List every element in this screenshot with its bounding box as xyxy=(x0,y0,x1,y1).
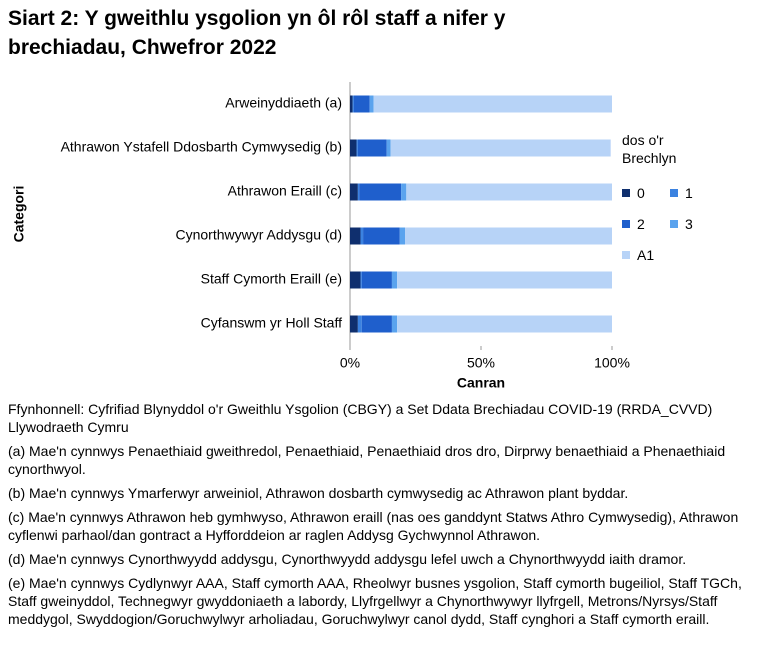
bar-segment xyxy=(369,95,374,113)
bar-segment xyxy=(397,315,612,333)
y-tick-label: Staff Cymorth Eraill (e) xyxy=(201,271,342,287)
footnote: (d) Mae'n cynnwys Cynorthwyydd addysgu, … xyxy=(8,551,687,567)
bar-segment xyxy=(359,183,402,201)
legend-item: 1 xyxy=(670,185,718,201)
legend-label: A1 xyxy=(637,246,655,263)
bar-segment xyxy=(391,271,398,289)
x-tick-label: 50% xyxy=(467,355,495,371)
y-axis-label: Categori xyxy=(11,186,27,243)
footnote: (a) Mae'n cynnwys Penaethiaid gweithredo… xyxy=(8,443,726,477)
bar-segment xyxy=(391,315,398,333)
y-tick-label: Arweinyddiaeth (a) xyxy=(225,95,342,111)
source-note: Ffynhonnell: Cyfrifiad Blynyddol o'r Gwe… xyxy=(8,401,713,435)
bar-segment xyxy=(360,271,362,289)
bar-segment xyxy=(350,183,358,201)
bar-segment xyxy=(356,139,358,157)
legend-item: 2 xyxy=(622,216,670,232)
bar-segment xyxy=(357,183,360,201)
x-axis-label: Canran xyxy=(457,375,505,391)
legend-label: 2 xyxy=(637,215,645,232)
bar-segment xyxy=(363,227,400,245)
legend-item: A1 xyxy=(622,247,670,263)
bar-segment xyxy=(352,95,354,113)
bar-segment xyxy=(350,271,361,289)
footnote: (e) Mae'n cynnwys Cydlynwyr AAA, Staff c… xyxy=(8,575,742,627)
legend-title: dos o'r Brechlyn xyxy=(622,132,677,166)
x-tick-label: 0% xyxy=(340,355,360,371)
footnote: (c) Mae'n cynnwys Athrawon heb gymhwyso,… xyxy=(8,509,739,543)
legend-item: 0 xyxy=(622,185,670,201)
legend: dos o'r Brechlyn 0 1 2 3 A1 xyxy=(622,131,732,270)
footnote: (b) Mae'n cynnwys Ymarferwyr arweiniol, … xyxy=(8,485,629,501)
legend-label: 3 xyxy=(685,215,693,232)
bar-segment xyxy=(390,139,611,157)
y-tick-label: Cyfanswm yr Holl Staff xyxy=(201,315,342,331)
y-tick-label: Cynorthwywyr Addysgu (d) xyxy=(175,227,342,243)
legend-item: 3 xyxy=(670,216,718,232)
bar-segment xyxy=(406,183,612,201)
legend-label: 1 xyxy=(685,184,693,201)
bar-segment xyxy=(350,139,357,157)
bar-segment xyxy=(405,227,612,245)
legend-swatch xyxy=(670,219,678,228)
chart-title: Siart 2: Y gweithlu ysgolion yn ôl rôl s… xyxy=(8,7,506,59)
legend-swatch xyxy=(622,188,630,197)
chart: 0% 50% 100% Arweinyddiaeth (a) Athrawon Ysta… xyxy=(11,82,630,391)
bar-segment xyxy=(373,95,612,113)
y-tick-label: Athrawon Ystafell Ddosbarth Cymwysedig (… xyxy=(61,139,342,155)
x-tick-label: 100% xyxy=(594,355,630,371)
legend-swatch xyxy=(670,188,678,197)
bar-segment xyxy=(350,315,358,333)
bar-segment xyxy=(360,227,364,245)
bar-segment xyxy=(386,139,391,157)
bar-segment xyxy=(357,139,387,157)
bar-segment xyxy=(350,227,361,245)
bar-segment xyxy=(401,183,407,201)
bar-segment xyxy=(361,271,392,289)
legend-label: 0 xyxy=(637,184,645,201)
legend-swatch xyxy=(622,250,630,259)
bar-segment xyxy=(399,227,406,245)
bar-segment xyxy=(397,271,612,289)
y-tick-label: Athrawon Eraill (c) xyxy=(228,183,342,199)
bar-segment xyxy=(353,95,370,113)
legend-row: A1 xyxy=(622,239,732,270)
bar-segment xyxy=(361,315,392,333)
bar-segment xyxy=(350,95,353,113)
bar-segment xyxy=(357,315,362,333)
footnotes: Ffynhonnell: Cyfrifiad Blynyddol o'r Gwe… xyxy=(8,400,743,634)
legend-swatch xyxy=(622,219,630,228)
